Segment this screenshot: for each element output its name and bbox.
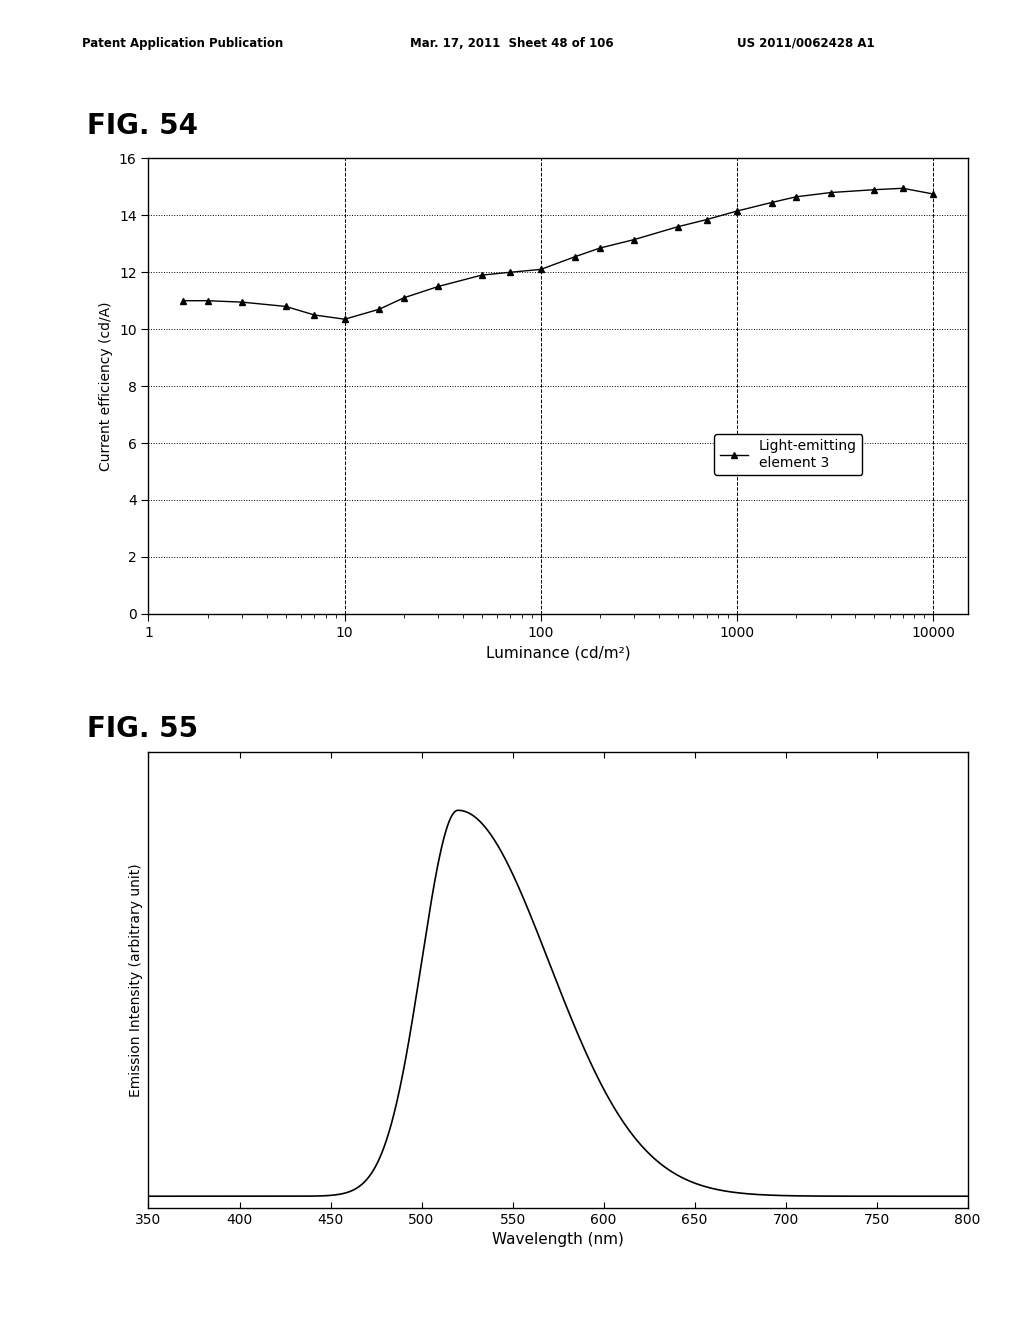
X-axis label: Wavelength (nm): Wavelength (nm) [493,1232,624,1247]
Y-axis label: Emission Intensity (arbitrary unit): Emission Intensity (arbitrary unit) [129,863,143,1097]
Text: FIG. 55: FIG. 55 [87,715,199,743]
Legend: Light-emitting
element 3: Light-emitting element 3 [715,434,862,475]
Text: FIG. 54: FIG. 54 [87,112,198,140]
X-axis label: Luminance (cd/m²): Luminance (cd/m²) [485,645,631,660]
Text: Mar. 17, 2011  Sheet 48 of 106: Mar. 17, 2011 Sheet 48 of 106 [410,37,613,50]
Text: Patent Application Publication: Patent Application Publication [82,37,284,50]
Text: US 2011/0062428 A1: US 2011/0062428 A1 [737,37,874,50]
Y-axis label: Current efficiency (cd/A): Current efficiency (cd/A) [99,301,114,471]
